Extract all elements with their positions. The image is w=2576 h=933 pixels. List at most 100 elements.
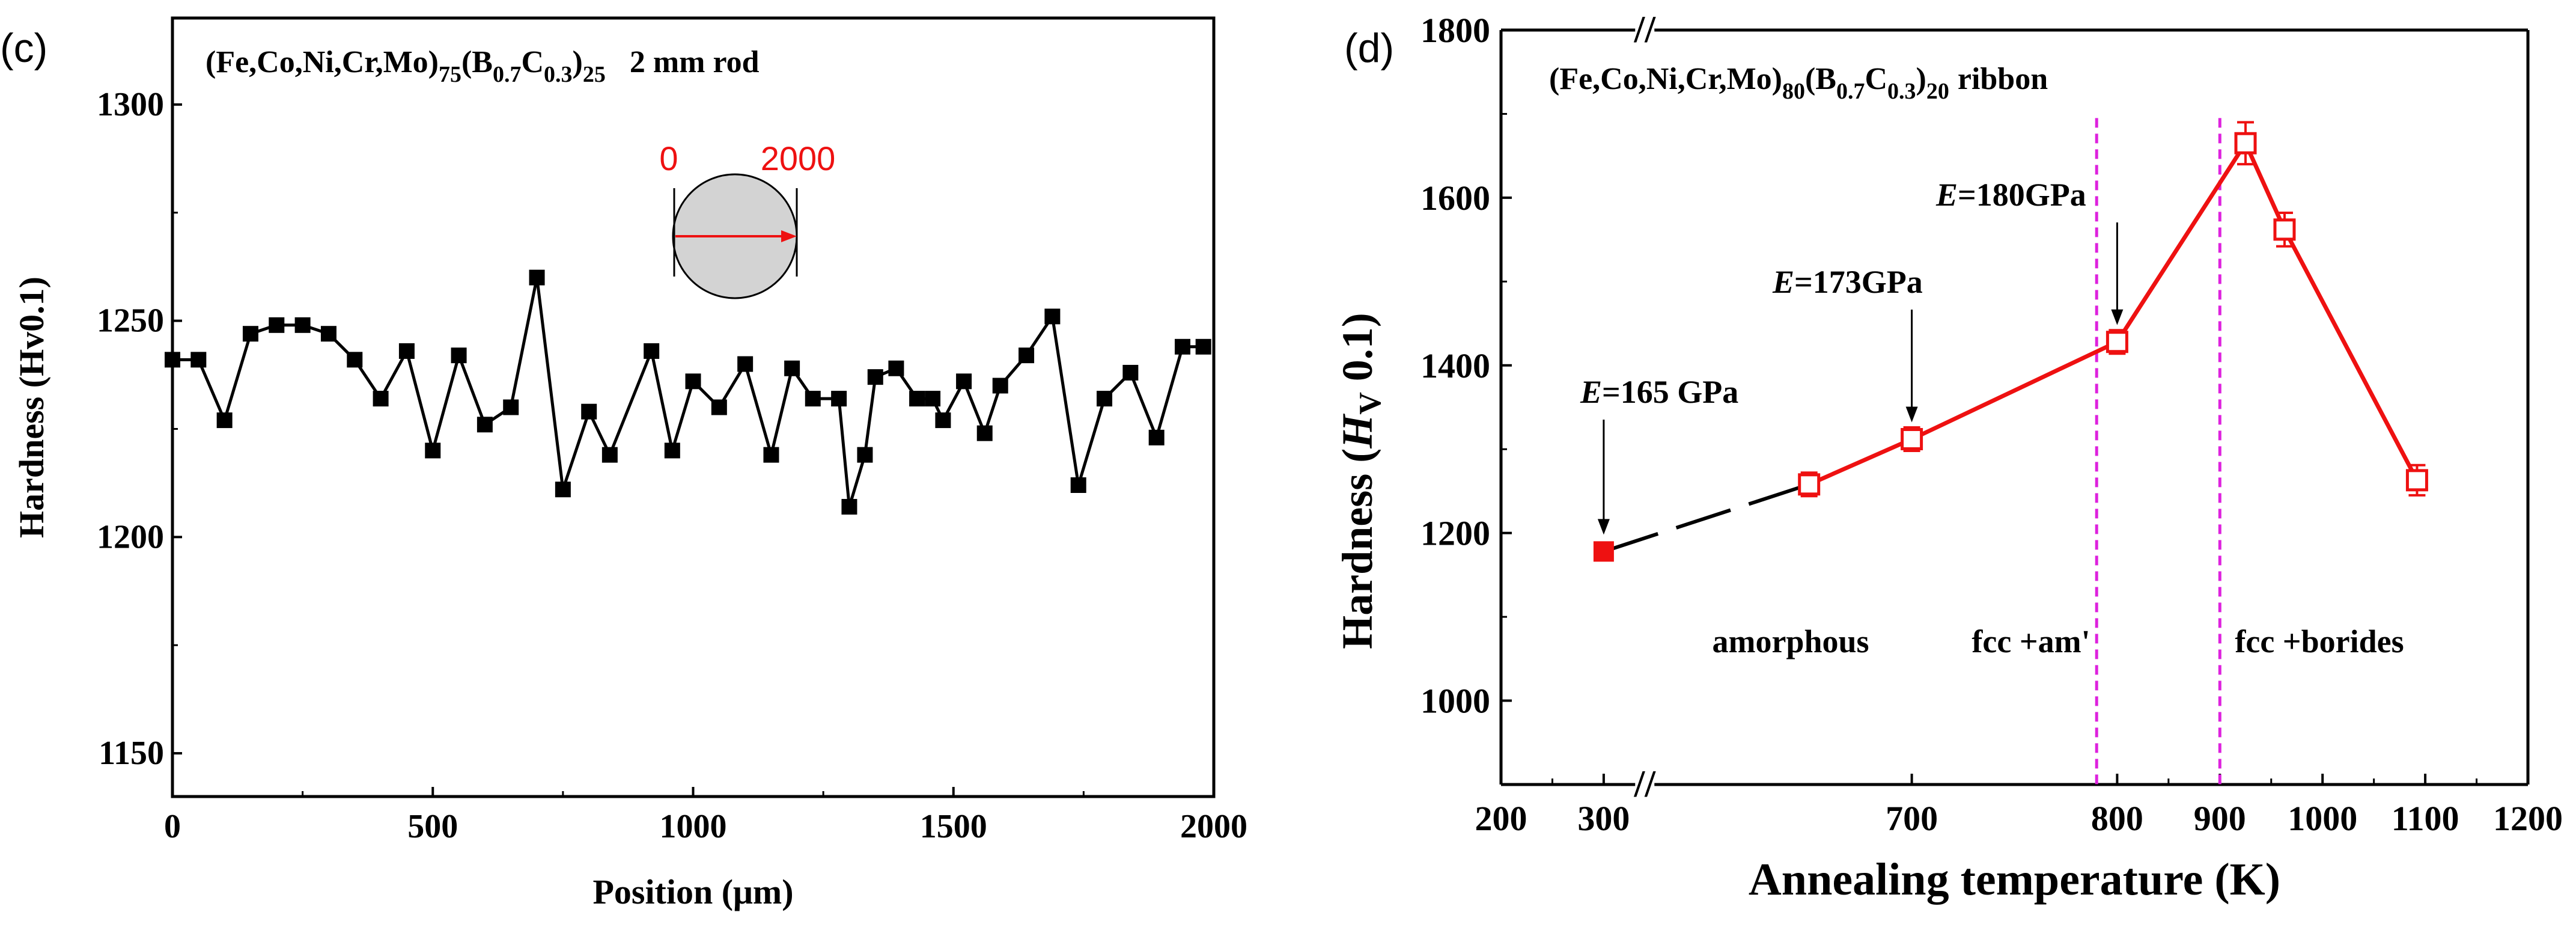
chart-c-data-point (888, 360, 904, 376)
chart-c-data-point (867, 369, 883, 385)
chart-d-ytick-label: 1600 (1420, 179, 1490, 218)
chart-d-data-point-open (2234, 132, 2257, 154)
chart-c-data-point (1097, 391, 1113, 407)
chart-d-data-point-open (2106, 331, 2128, 353)
chart-d-xtick-label: 1000 (2288, 799, 2357, 838)
chart-c-data-point (935, 412, 951, 429)
chart-d-data-point-open (2273, 218, 2296, 241)
chart-c-data-point (1122, 364, 1139, 381)
chart-c-xtick-label: 1500 (920, 808, 987, 845)
chart-c-data-point (477, 417, 493, 433)
chart-d: // // 200 300 700 800 900 1000 1100 1200 1000 1200 1… (1420, 8, 2563, 905)
chart-c-xtick-label: 2000 (1180, 808, 1247, 845)
chart-c-data-point (925, 391, 941, 407)
chart-d-annotation-arrowhead (2111, 309, 2124, 325)
chart-d-xtick-label: 700 (1886, 799, 1938, 838)
chart-c-data-point (857, 447, 873, 463)
chart-d-annotation-arrowhead (1597, 519, 1610, 535)
chart-c-data-point (664, 442, 680, 459)
chart-d-xtick-label: 800 (2091, 799, 2143, 838)
chart-c-data-point (242, 326, 258, 342)
chart-d-xtick-label: 900 (2194, 799, 2246, 838)
chart-d-xtick-label: 200 (1475, 799, 1527, 838)
inset-start-label: 0 (659, 139, 678, 177)
chart-d-region-label: fcc +borides (2235, 623, 2404, 659)
chart-c-ytick-label: 1250 (97, 302, 164, 340)
chart-d-annotation: E=180GPa (1935, 177, 2086, 213)
chart-d-ytick-label: 1000 (1420, 682, 1490, 721)
chart-d-break-mark-top: // (1633, 8, 1656, 50)
panel-c: (c) (Fe,Co,Ni,Cr,Mo)75(B0.7C0.3)25 2 mm r… (0, 16, 1247, 911)
chart-c-data-point (451, 347, 467, 364)
chart-c-ylabel: Hardness (Hv0.1) (12, 277, 51, 538)
chart-c-ytick-label: 1300 (97, 86, 164, 123)
chart-c-data-point (763, 447, 779, 463)
chart-c-xlabel: Position (μm) (592, 872, 793, 911)
chart-c-data-point (644, 343, 660, 359)
chart-c-ytick-label: 1200 (97, 518, 164, 555)
chart-c-data-point (1175, 338, 1191, 355)
chart-c-data-point (1148, 429, 1165, 445)
chart-c: 0 500 1000 1500 2000 1150 1200 1250 1300 Position… (12, 16, 1247, 911)
panel-c-title: (Fe,Co,Ni,Cr,Mo)75(B0.7C0.3)25 2 mm rod (206, 45, 760, 87)
chart-c-data-point (711, 399, 727, 415)
chart-c-data-point (503, 399, 519, 415)
chart-c-frame (171, 16, 1216, 798)
chart-d-annotation: E=173GPa (1772, 264, 1923, 300)
chart-d-ytick-label: 1800 (1420, 11, 1490, 50)
chart-c-data-point (1019, 347, 1035, 364)
chart-c-data-point (373, 391, 389, 407)
inset-arrow-head (781, 230, 797, 242)
chart-c-xtick-label: 1000 (660, 808, 727, 845)
chart-c-data-point (784, 360, 800, 376)
chart-c-data-point (529, 269, 545, 286)
chart-d-data-point-open (1901, 427, 1923, 450)
chart-d-region-label: amorphous (1712, 623, 1869, 659)
chart-c-xtick-label: 0 (164, 808, 181, 845)
chart-c-data-point (216, 412, 233, 429)
panel-c-label: (c) (0, 25, 47, 71)
chart-c-data-point (347, 352, 363, 368)
chart-c-xtick-label: 500 (407, 808, 458, 845)
chart-d-connector-dashed (1603, 482, 1810, 554)
chart-c-data-point (992, 378, 1008, 394)
chart-c-data-point (165, 352, 180, 368)
chart-d-xtick-label: 1200 (2493, 799, 2563, 838)
chart-c-data-point (294, 317, 311, 333)
chart-d-data-point-open (1798, 473, 1821, 496)
chart-c-data-point (976, 425, 993, 441)
chart-c-data-point (841, 498, 857, 515)
chart-d-ytick-label: 1200 (1420, 514, 1490, 553)
chart-d-xlabel: Annealing temperature (K) (1749, 854, 2280, 905)
panel-d-label: (d) (1344, 25, 1394, 71)
chart-c-data-point (1044, 308, 1061, 325)
chart-d-annotation-arrowhead (1905, 406, 1918, 423)
chart-c-data-point (956, 373, 972, 390)
chart-d-break-mark-bottom: // (1633, 762, 1656, 805)
chart-c-data-point (685, 373, 701, 390)
chart-c-data-point (555, 482, 571, 498)
chart-d-xtick-label: 300 (1577, 799, 1630, 838)
chart-c-data-point (601, 447, 618, 463)
chart-c-data-point (831, 391, 847, 407)
chart-d-series-line (1808, 138, 2419, 486)
chart-c-data-point (909, 391, 925, 407)
panel-d-ylabel: Hardness (HV 0.1) (1333, 313, 1387, 649)
panel-d: (d) (Fe,Co,Ni,Cr,Mo)80(B0.7C0.3)20 ribbon… (1333, 8, 2563, 905)
chart-c-data-point (398, 343, 415, 359)
chart-c-data-point (1070, 477, 1086, 493)
chart-c-data-point (805, 391, 821, 407)
chart-c-data-point (269, 317, 285, 333)
chart-c-data-point (320, 326, 336, 342)
chart-c-data-point (737, 356, 754, 372)
chart-d-region-label: fcc +am' (1972, 623, 2090, 659)
chart-c-data-point (1195, 338, 1211, 355)
chart-c-data-point (190, 352, 207, 368)
chart-d-ytick-label: 1400 (1420, 346, 1490, 385)
panel-d-title: (Fe,Co,Ni,Cr,Mo)80(B0.7C0.3)20 ribbon (1549, 62, 2048, 104)
chart-c-data-point (581, 403, 597, 420)
rod-cross-section-inset: 0 2000 (659, 139, 836, 299)
inset-end-label: 2000 (761, 139, 836, 177)
chart-c-data-point (425, 442, 441, 459)
